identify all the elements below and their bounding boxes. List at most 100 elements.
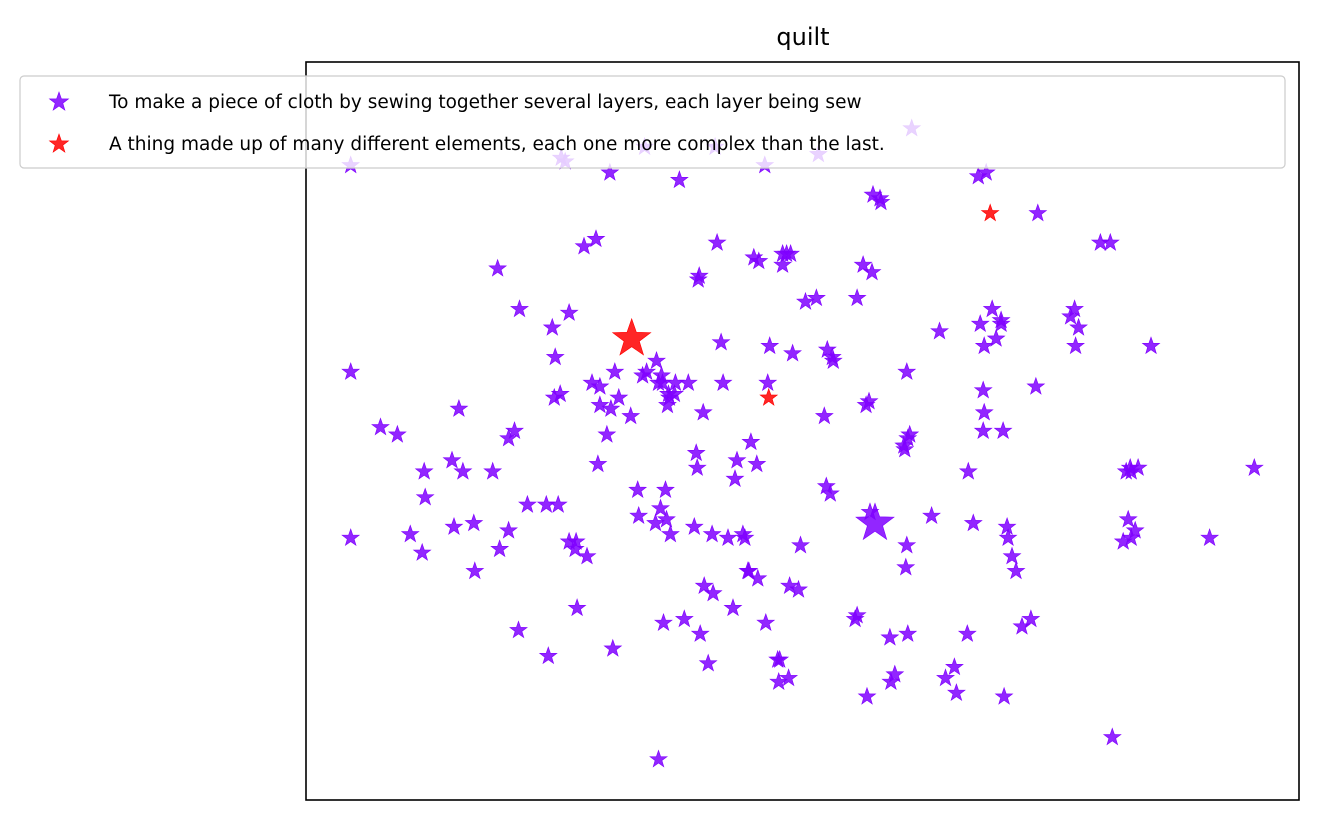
point-series-0-176 (1002, 546, 1022, 565)
point-series-0-7 (414, 461, 434, 480)
point-series-0-121 (806, 288, 826, 307)
point-series-0-20 (505, 421, 524, 440)
point-series-0-44 (590, 395, 610, 414)
point-series-0-93 (727, 450, 747, 469)
point-series-0-56 (637, 362, 657, 380)
point-series-0-49 (605, 362, 625, 380)
point-series-0-165 (973, 421, 993, 440)
point-series-0-11 (449, 398, 469, 417)
point-series-0-157 (957, 624, 977, 642)
point-series-0-50 (609, 387, 629, 406)
point-series-0-26 (542, 317, 562, 336)
point-series-0-105 (758, 373, 778, 392)
point-series-0-78 (689, 266, 709, 285)
point-series-0-96 (735, 528, 755, 547)
point-series-0-80 (687, 457, 707, 476)
point-series-0-39 (582, 373, 602, 392)
point-series-0-199 (1244, 457, 1264, 476)
point-series-0-79 (686, 443, 706, 462)
point-series-0-168 (982, 299, 1002, 318)
point-series-0-197 (1141, 336, 1161, 355)
point-series-0-196 (1121, 528, 1141, 547)
point-series-0-128 (820, 483, 840, 502)
point-series-0-46 (600, 162, 620, 181)
point-series-0-66 (649, 749, 668, 768)
point-series-0-60 (651, 498, 670, 517)
point-series-0-18 (499, 520, 518, 539)
point-series-0-40 (574, 236, 594, 255)
point-series-0-37 (567, 598, 587, 617)
point-series-0-135 (853, 255, 873, 273)
point-series-0-193 (1128, 457, 1148, 476)
legend-star-series-1 (48, 133, 70, 153)
legend-label-series-1: A thing made up of many different elemen… (109, 134, 885, 155)
point-series-0-29 (548, 494, 568, 513)
point-series-0-137 (857, 686, 877, 705)
point-series-0-151 (900, 424, 920, 443)
point-series-0-107 (760, 336, 780, 355)
point-series-0-183 (1065, 299, 1084, 318)
point-series-0-98 (741, 432, 761, 451)
point-series-0-115 (780, 576, 800, 595)
legend-box (19, 75, 1286, 169)
point-series-0-87 (703, 583, 723, 602)
point-series-0-33 (559, 302, 579, 321)
point-series-0-174 (997, 516, 1017, 535)
point-series-0-159 (958, 461, 978, 480)
point-series-0-179 (1021, 609, 1041, 628)
point-series-0-133 (859, 391, 879, 410)
point-series-0-169 (986, 328, 1006, 347)
point-series-0-146 (897, 535, 917, 554)
point-series-0-28 (545, 347, 565, 366)
point-series-0-47 (601, 399, 621, 417)
point-series-0-45 (597, 424, 617, 443)
point-series-0-172 (993, 421, 1013, 440)
point-series-0-148 (897, 362, 917, 380)
point-series-0-184 (1069, 317, 1088, 336)
point-series-0-116 (783, 343, 802, 362)
point-series-0-162 (974, 336, 994, 355)
point-series-0-117 (789, 579, 808, 598)
point-series-0-160 (963, 513, 983, 532)
point-series-0-123 (814, 406, 834, 425)
point-series-0-58 (647, 350, 666, 369)
point-series-0-10 (444, 516, 464, 535)
legend-label-series-0: To make a piece of cloth by sewing toget… (108, 92, 862, 113)
point-series-0-155 (936, 668, 955, 687)
point-series-0-84 (698, 653, 718, 672)
point-series-0-158 (947, 683, 966, 702)
point-series-0-23 (518, 494, 537, 513)
point-series-0-110 (773, 255, 793, 273)
legend-marker-series-0 (48, 91, 70, 111)
point-series-0-91 (718, 528, 738, 547)
legend-star-series-0 (48, 91, 70, 111)
point-series-0-124 (817, 339, 837, 358)
highlight-point-1 (611, 317, 652, 356)
point-series-0-153 (922, 505, 941, 524)
point-series-0-181 (1028, 203, 1048, 222)
point-series-0-3 (371, 417, 390, 436)
point-series-0-64 (657, 509, 676, 528)
point-series-0-85 (702, 524, 722, 543)
point-series-0-156 (945, 657, 964, 676)
point-series-0-63 (656, 480, 675, 499)
point-series-1-0 (980, 203, 1000, 222)
point-series-0-5 (400, 524, 420, 543)
point-series-0-73 (669, 170, 689, 189)
point-series-0-71 (664, 384, 684, 403)
point-series-0-43 (590, 376, 610, 395)
point-series-0-30 (550, 384, 570, 403)
point-series-0-171 (991, 310, 1011, 329)
point-series-0-114 (781, 243, 800, 262)
point-series-0-118 (791, 535, 810, 554)
point-series-0-15 (483, 461, 503, 480)
point-series-0-82 (690, 624, 710, 642)
point-series-0-147 (898, 624, 918, 642)
point-series-0-99 (738, 561, 758, 580)
point-series-0-22 (510, 299, 529, 318)
point-series-0-17 (488, 258, 508, 277)
point-series-0-154 (930, 321, 949, 340)
point-series-0-101 (747, 454, 767, 473)
point-series-0-188 (1100, 232, 1120, 251)
